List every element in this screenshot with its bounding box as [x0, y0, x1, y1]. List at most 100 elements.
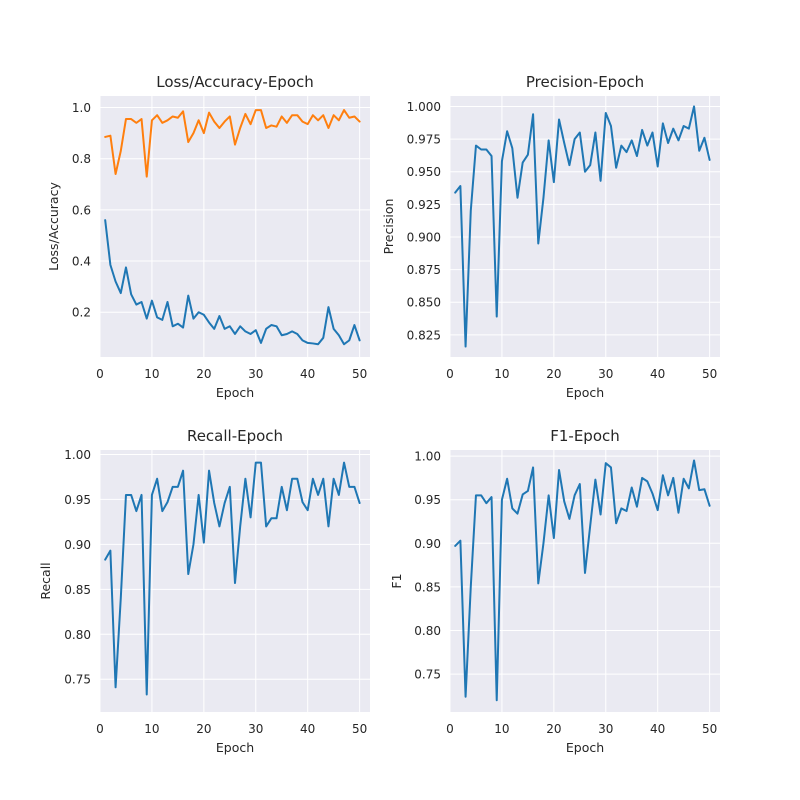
data-point	[279, 333, 284, 338]
x-tick-label: 30	[248, 367, 263, 381]
x-tick-label: 0	[96, 722, 104, 736]
x-tick-label: 0	[96, 367, 104, 381]
data-point	[181, 109, 186, 114]
data-point	[243, 329, 248, 334]
data-point	[634, 504, 639, 509]
chart-4: 0 10 20 30 40 50 0.75 0.80 0.85 0.90 0.95 1.00 F1-Ep…	[389, 427, 720, 755]
data-point	[453, 190, 458, 195]
data-point	[227, 484, 232, 489]
data-point	[295, 331, 300, 336]
x-tick-label: 40	[300, 367, 315, 381]
data-point	[123, 265, 128, 270]
data-point	[238, 524, 243, 529]
chart-3: 0 10 20 30 40 50 0.75 0.80 0.85 0.90 0.95 1.00 Recal…	[38, 427, 370, 755]
data-point	[155, 476, 160, 481]
data-point	[238, 125, 243, 130]
data-point	[686, 126, 691, 131]
y-tick-label: 0.925	[407, 198, 441, 212]
data-point	[222, 501, 227, 506]
data-point	[572, 493, 577, 498]
data-point	[144, 174, 149, 179]
data-point	[108, 262, 113, 267]
data-point	[489, 495, 494, 500]
data-point	[300, 119, 305, 124]
data-point	[666, 140, 671, 145]
series-line-1	[454, 459, 711, 702]
data-point	[484, 501, 489, 506]
data-point	[238, 324, 243, 329]
data-point	[253, 460, 258, 465]
y-tick-label: 0.8	[72, 152, 91, 166]
chart-title: F1-Epoch	[550, 427, 620, 445]
data-point	[541, 541, 546, 546]
data-point	[702, 135, 707, 140]
data-point	[170, 114, 175, 119]
data-point	[258, 108, 263, 113]
x-tick-label: 10	[144, 722, 159, 736]
data-point	[551, 180, 556, 185]
data-point	[347, 484, 352, 489]
data-point	[269, 516, 274, 521]
x-tick-label: 20	[196, 367, 211, 381]
data-point	[321, 476, 326, 481]
data-point	[614, 165, 619, 170]
data-point	[463, 344, 468, 349]
data-point	[326, 524, 331, 529]
data-point	[640, 127, 645, 132]
data-point	[541, 195, 546, 200]
y-tick-label: 0.850	[407, 296, 441, 310]
data-point	[676, 510, 681, 515]
data-point	[520, 492, 525, 497]
data-point	[494, 698, 499, 703]
data-point	[331, 113, 336, 118]
data-point	[499, 497, 504, 502]
data-point	[645, 143, 650, 148]
data-point	[305, 122, 310, 127]
series-line-1	[454, 105, 711, 348]
y-tick-label: 0.975	[407, 133, 441, 147]
data-point	[357, 119, 362, 124]
data-point	[191, 316, 196, 321]
data-point	[619, 506, 624, 511]
plot-area	[450, 450, 720, 712]
data-point	[274, 516, 279, 521]
x-tick-label: 10	[144, 367, 159, 381]
data-point	[295, 476, 300, 481]
y-tick-label: 1.00	[64, 448, 91, 462]
y-tick-label: 0.2	[72, 306, 91, 320]
chart-2: 0 10 20 30 40 50 0.825 0.850 0.875 0.900 0.925 0.95…	[381, 73, 720, 400]
x-tick-label: 50	[352, 367, 367, 381]
data-point	[567, 163, 572, 168]
data-point	[300, 500, 305, 505]
data-point	[175, 484, 180, 489]
x-tick-label: 20	[546, 722, 561, 736]
data-point	[347, 338, 352, 343]
data-point	[525, 488, 530, 493]
data-point	[149, 298, 154, 303]
data-point	[505, 476, 510, 481]
data-point	[681, 124, 686, 129]
data-point	[212, 501, 217, 506]
data-point	[655, 164, 660, 169]
data-point	[686, 486, 691, 491]
data-point	[196, 118, 201, 123]
data-point	[650, 130, 655, 135]
data-point	[134, 302, 139, 307]
data-point	[186, 293, 191, 298]
data-point	[108, 548, 113, 553]
data-point	[588, 523, 593, 528]
data-point	[217, 125, 222, 130]
y-tick-label: 0.80	[414, 624, 441, 638]
data-point	[129, 292, 134, 297]
plot-area	[100, 96, 370, 357]
chart-title: Recall-Epoch	[187, 427, 283, 445]
data-point	[473, 143, 478, 148]
chart-1: 0 10 20 30 40 50 0.2 0.4 0.6 0.8 1.0 Loss/Accuracy-…	[46, 73, 370, 400]
data-point	[603, 110, 608, 115]
data-point	[310, 476, 315, 481]
data-point	[640, 475, 645, 480]
data-point	[108, 133, 113, 138]
data-point	[536, 581, 541, 586]
data-point	[134, 120, 139, 125]
